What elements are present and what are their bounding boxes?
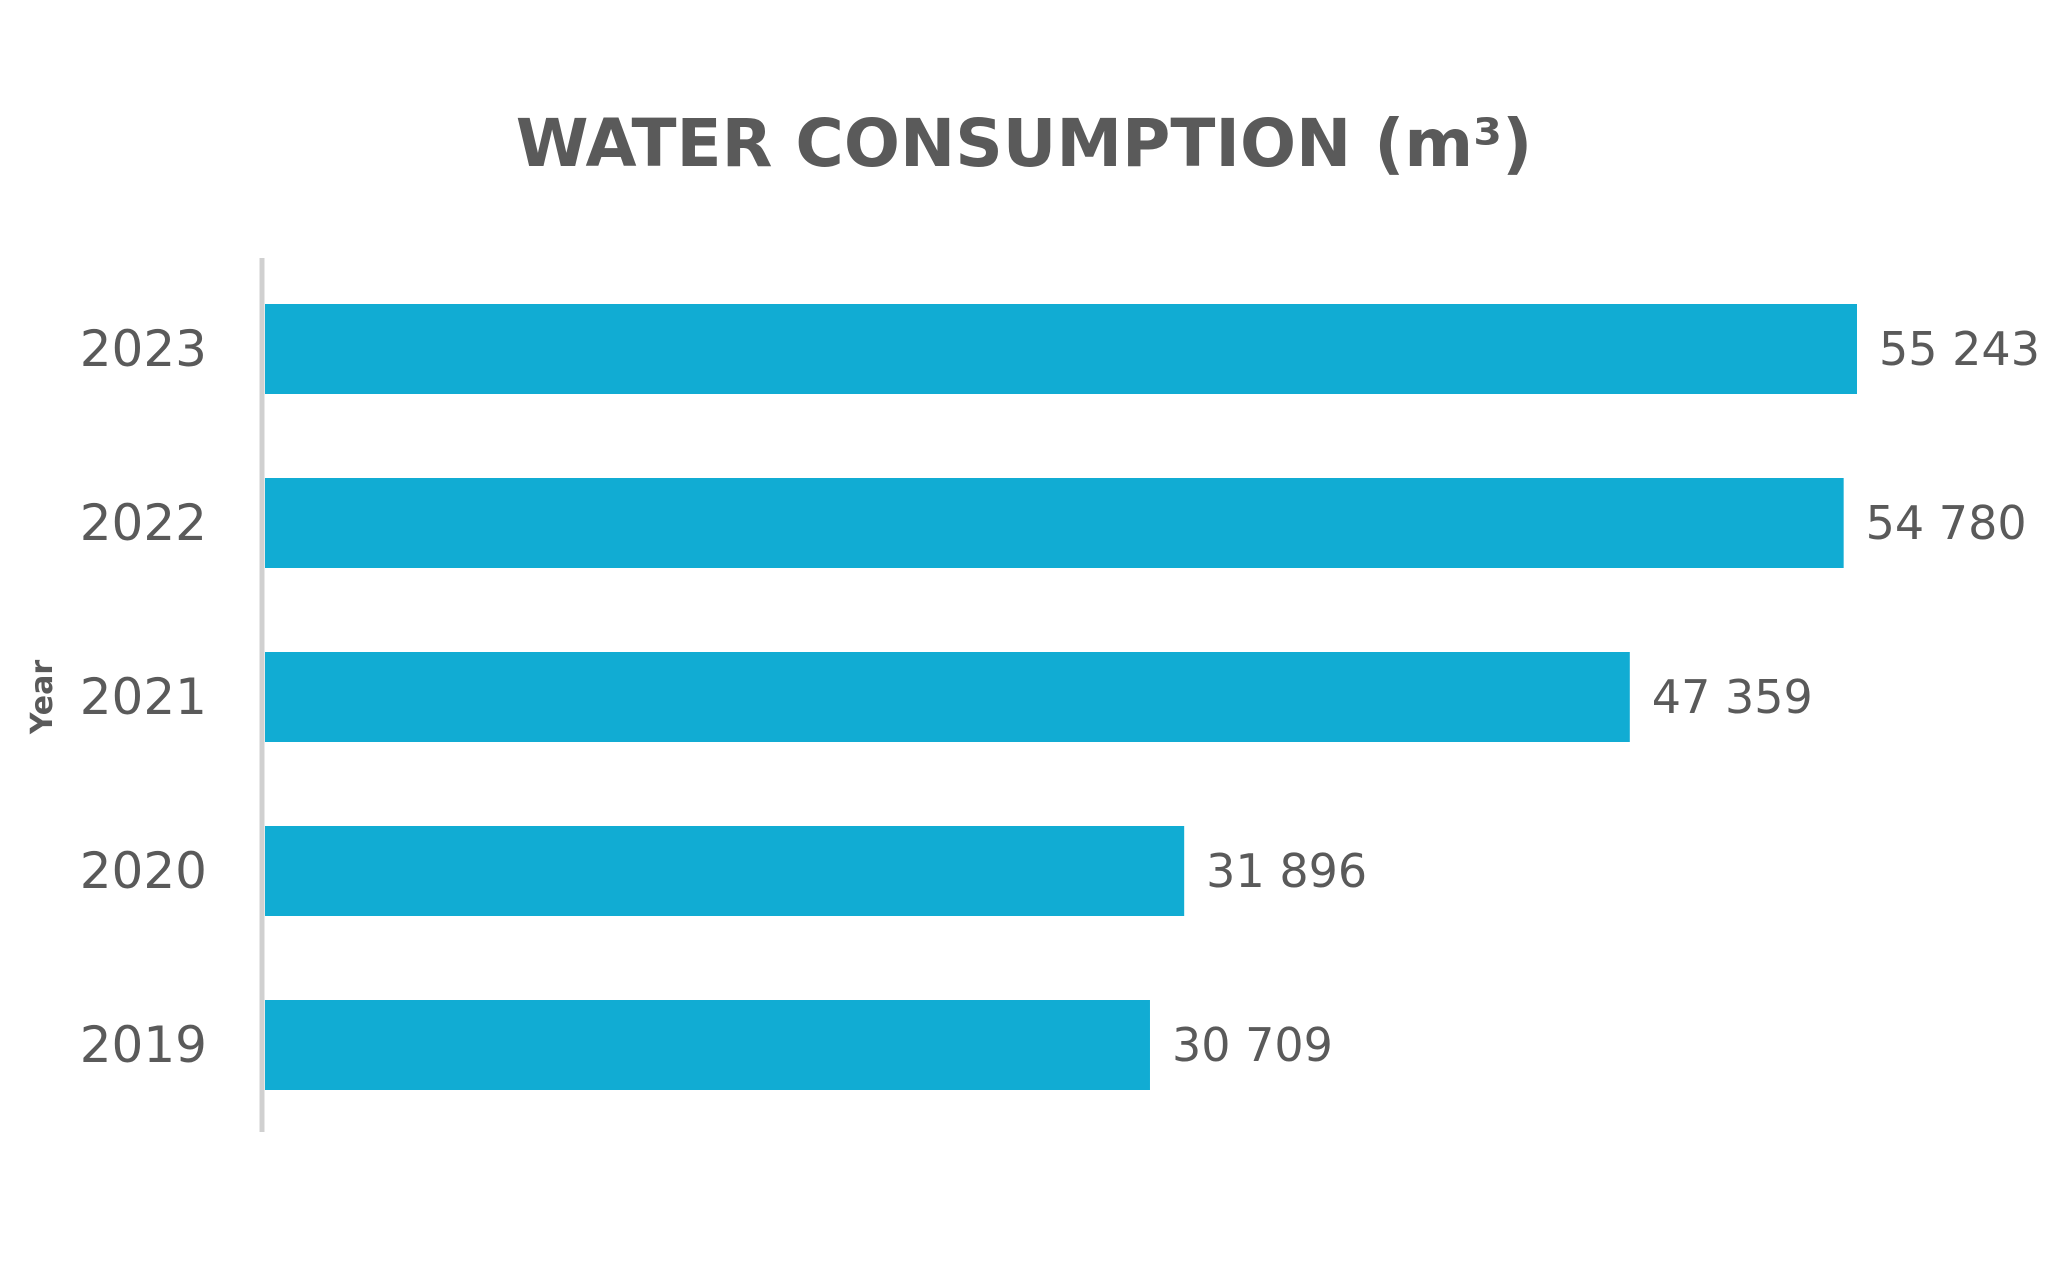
value-label-2023: 55 243 — [1879, 322, 2040, 376]
bar-2020 — [265, 826, 1185, 916]
y-axis-label: Year — [25, 660, 60, 736]
value-label-2020: 31 896 — [1206, 844, 1367, 898]
y-tick-label-2020: 2020 — [80, 842, 207, 900]
bar-2021 — [265, 652, 1630, 742]
bar-2022 — [265, 478, 1844, 568]
y-tick-label-2019: 2019 — [80, 1016, 207, 1074]
value-label-2022: 54 780 — [1866, 496, 2027, 550]
y-tick-label-2022: 2022 — [80, 494, 207, 552]
value-labels: 55 243 54 780 47 359 31 896 30 709 — [1172, 322, 2040, 1072]
value-label-2019: 30 709 — [1172, 1018, 1333, 1072]
bar-2019 — [265, 1000, 1150, 1090]
chart-title: WATER CONSUMPTION (m³) — [516, 105, 1533, 182]
y-tick-label-2021: 2021 — [80, 668, 207, 726]
y-tick-label-2023: 2023 — [80, 320, 207, 378]
value-label-2021: 47 359 — [1652, 670, 1813, 724]
bar-2023 — [265, 304, 1857, 394]
y-tick-labels: 2023 2022 2021 2020 2019 — [80, 320, 207, 1074]
bars-group — [265, 304, 1857, 1090]
